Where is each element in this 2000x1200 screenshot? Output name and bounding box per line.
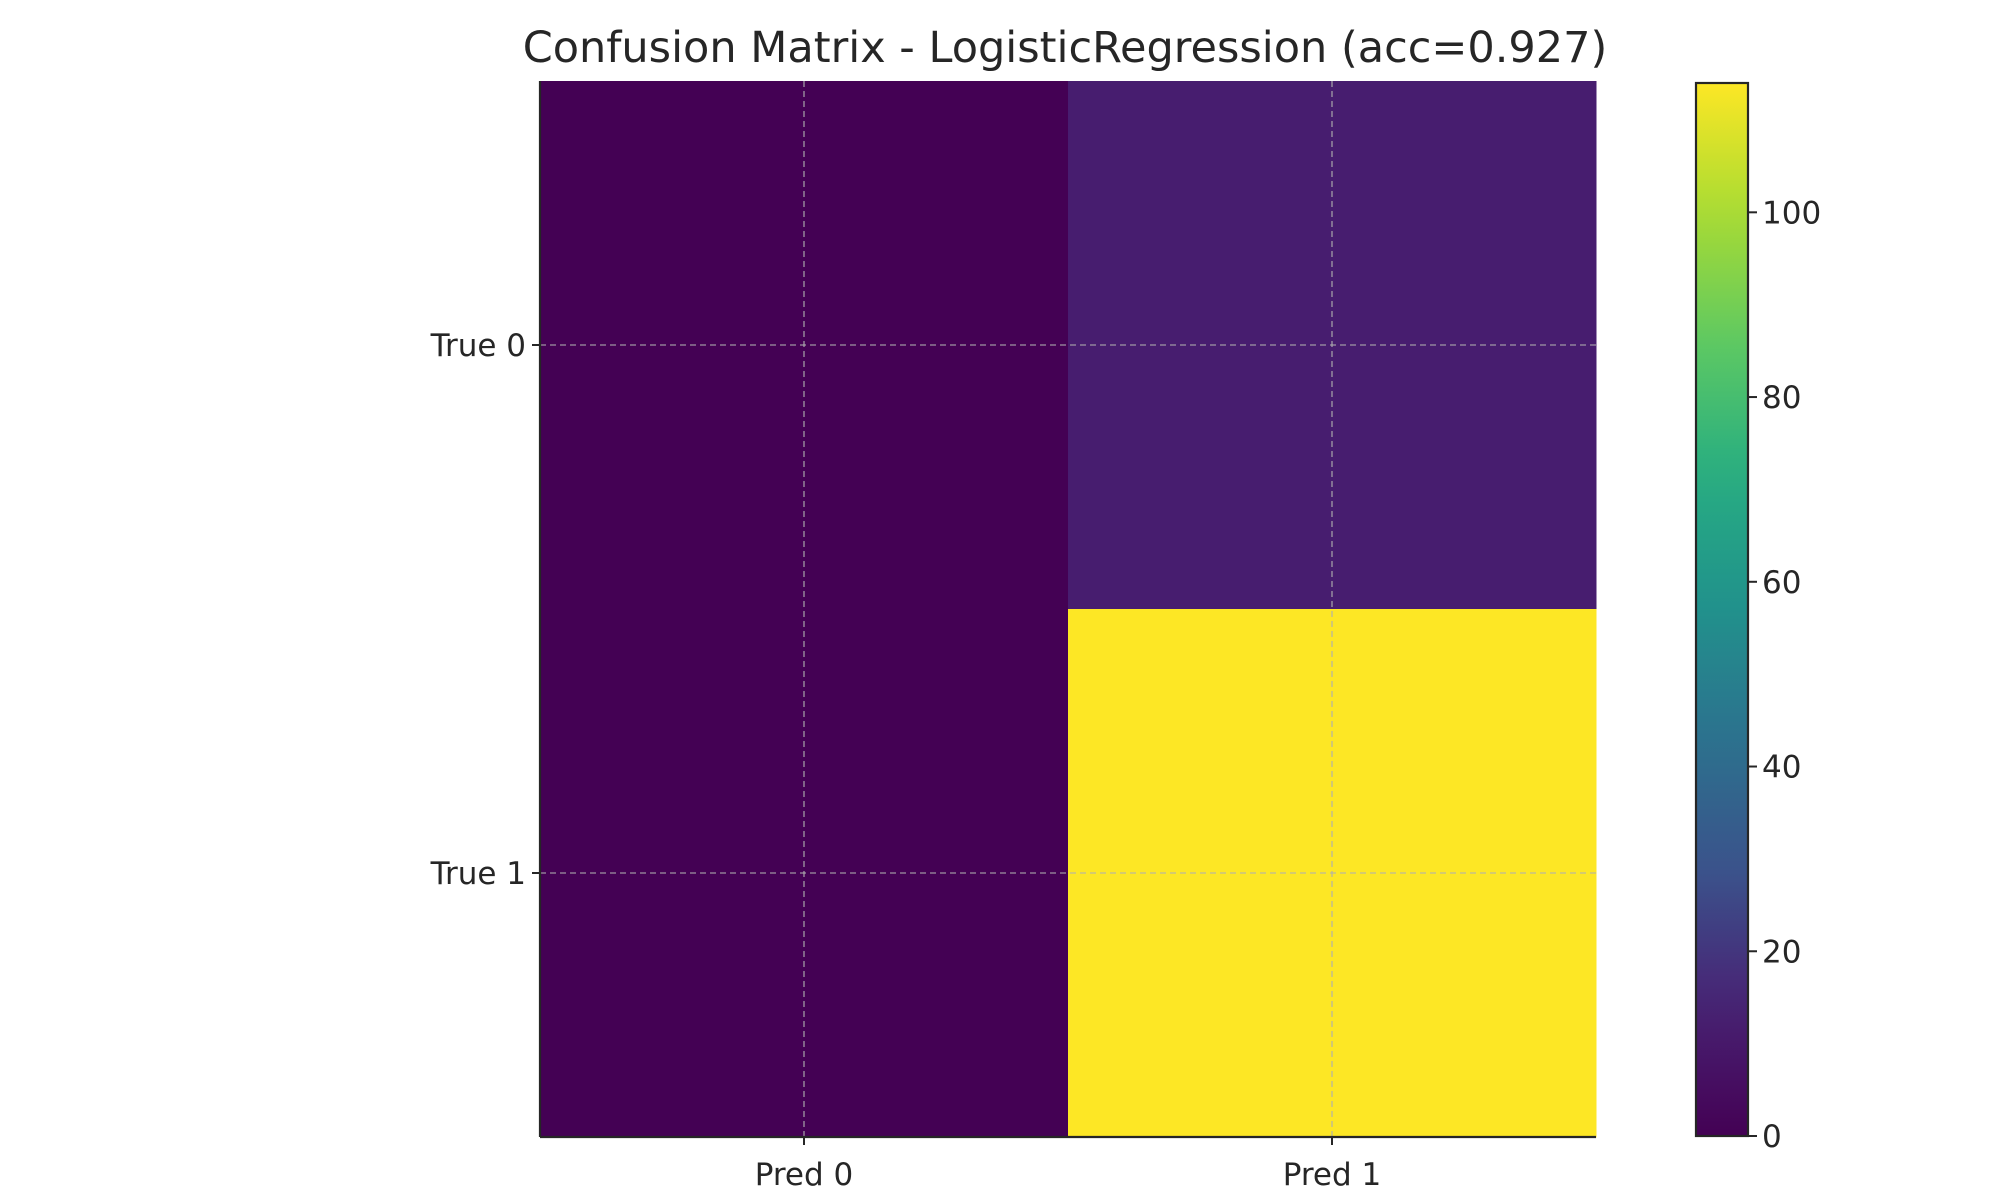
colorbar-tick-label: 100: [1762, 195, 1821, 231]
colorbar-tick-label: 20: [1762, 934, 1801, 970]
y-tick-label: True 0: [430, 328, 526, 364]
colorbar-tick-label: 80: [1762, 380, 1801, 416]
chart-title: Confusion Matrix - LogisticRegression (a…: [523, 23, 1608, 73]
heatmap: Pred 0 Pred 1 True 0 True 1: [430, 81, 1597, 1193]
x-tick-label: Pred 0: [755, 1157, 854, 1193]
colorbar-tick-label: 60: [1762, 565, 1801, 601]
y-tick-label: True 1: [430, 856, 526, 892]
x-tick-label: Pred 1: [1283, 1157, 1382, 1193]
colorbar-gradient: [1694, 81, 1750, 1138]
colorbar: 0 20 40 60 80 100: [1694, 81, 1821, 1155]
colorbar-tick-label: 0: [1762, 1119, 1782, 1155]
colorbar-tick-label: 40: [1762, 750, 1801, 786]
